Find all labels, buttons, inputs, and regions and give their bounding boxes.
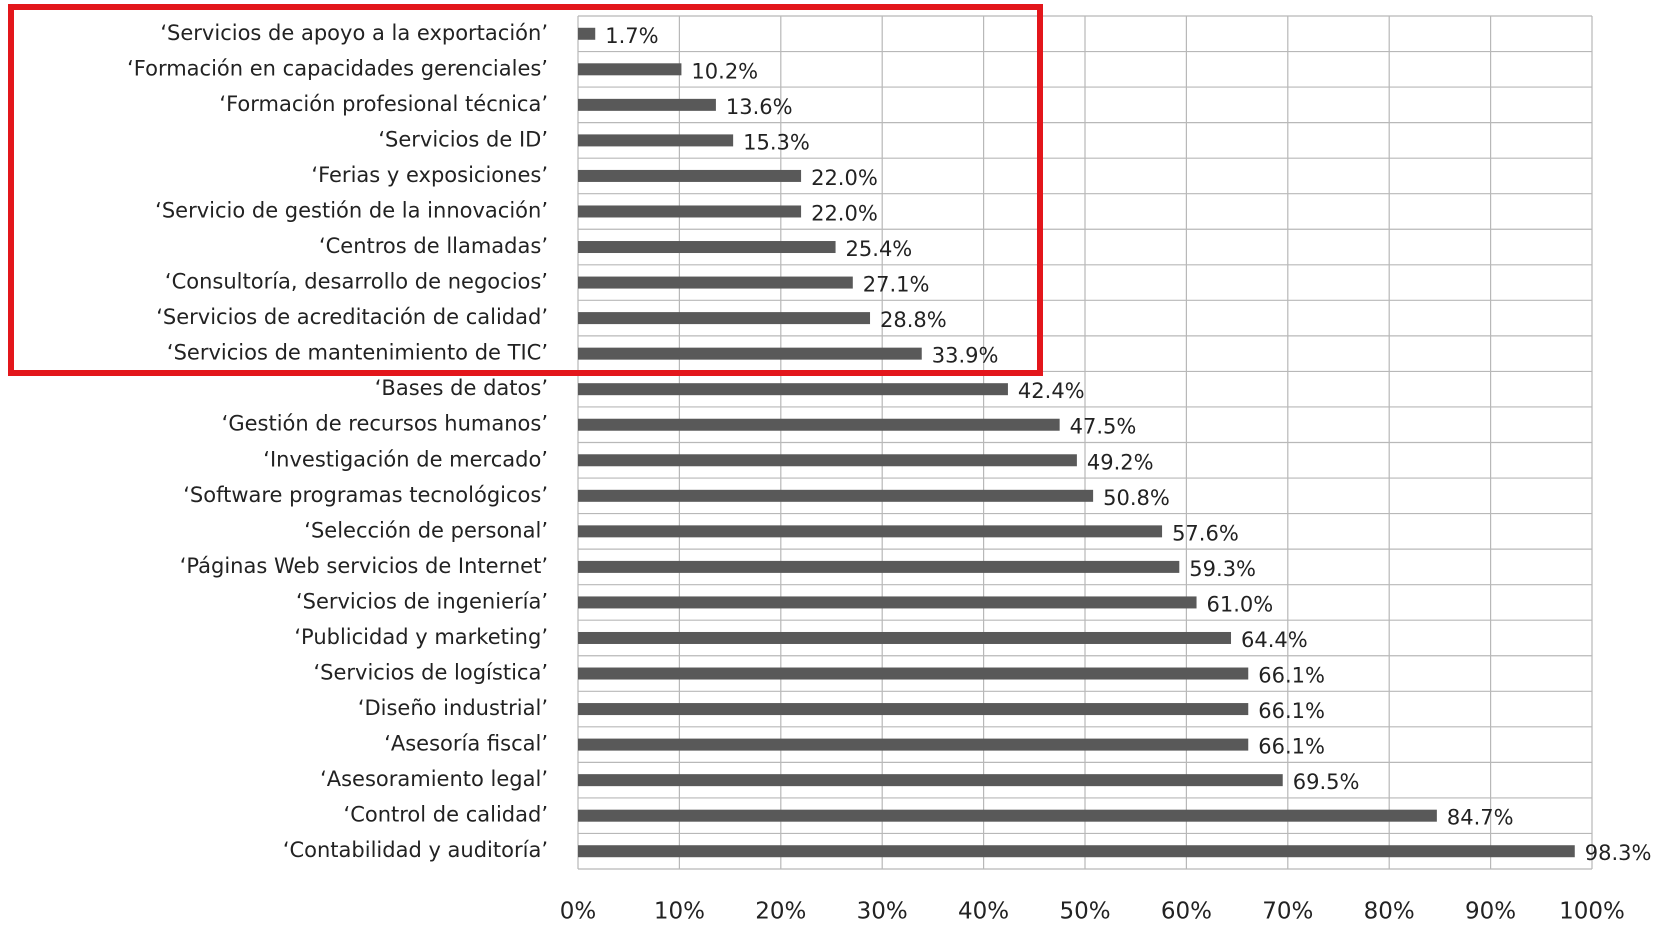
value-label: 15.3% — [743, 130, 810, 154]
value-label: 61.0% — [1207, 592, 1274, 616]
category-label: ‘Contabilidad y auditoría’ — [283, 838, 548, 862]
category-label: ‘Páginas Web servicios de Internet’ — [180, 554, 548, 578]
category-label: ‘Asesoría fiscal’ — [384, 732, 548, 756]
category-label: ‘Gestión de recursos humanos’ — [222, 412, 548, 436]
bar — [578, 276, 853, 289]
category-label: ‘Centros de llamadas’ — [319, 234, 548, 258]
category-label: ‘Servicios de apoyo a la exportación’ — [160, 21, 548, 45]
x-tick-label: 80% — [1364, 899, 1415, 925]
category-label: ‘Diseño industrial’ — [358, 696, 548, 720]
bar — [578, 560, 1180, 573]
bar — [578, 383, 1008, 396]
value-label: 10.2% — [691, 59, 758, 83]
x-tick-label: 30% — [857, 899, 908, 925]
value-label: 49.2% — [1087, 450, 1154, 474]
value-label: 25.4% — [846, 237, 913, 261]
value-label: 28.8% — [880, 308, 947, 332]
bar — [578, 525, 1163, 538]
category-label: ‘Selección de personal’ — [304, 518, 548, 542]
value-label: 42.4% — [1018, 379, 1085, 403]
x-tick-label: 20% — [755, 899, 806, 925]
x-tick-label: 0% — [560, 899, 597, 925]
bar — [578, 98, 716, 111]
bar — [578, 667, 1249, 680]
highlight-box — [8, 4, 1043, 376]
bar — [578, 205, 802, 218]
value-label: 33.9% — [932, 344, 999, 368]
category-label: ‘Investigación de mercado’ — [263, 447, 548, 471]
bar — [578, 63, 682, 76]
x-tick-label: 90% — [1465, 899, 1516, 925]
category-label: ‘Bases de datos’ — [375, 376, 548, 400]
x-tick-label: 10% — [654, 899, 705, 925]
x-tick-label: 100% — [1559, 899, 1625, 925]
category-label: ‘Consultoría, desarrollo de negocios’ — [165, 270, 548, 294]
value-label: 66.1% — [1258, 699, 1325, 723]
bar — [578, 631, 1232, 644]
bar — [578, 596, 1197, 609]
value-label: 50.8% — [1103, 486, 1170, 510]
category-label: ‘Servicios de logística’ — [313, 661, 548, 685]
value-label: 64.4% — [1241, 628, 1308, 652]
bar — [578, 845, 1575, 858]
bar — [578, 454, 1077, 467]
value-label: 98.3% — [1585, 841, 1652, 865]
bar — [578, 809, 1437, 822]
value-label: 84.7% — [1447, 806, 1514, 830]
x-tick-label: 50% — [1059, 899, 1110, 925]
bar — [578, 703, 1249, 716]
category-label: ‘Formación profesional técnica’ — [219, 92, 548, 116]
x-tick-label: 70% — [1262, 899, 1313, 925]
category-label: ‘Publicidad y marketing’ — [294, 625, 548, 649]
bar — [578, 418, 1060, 431]
category-label: ‘Servicios de ID’ — [378, 127, 548, 151]
bar — [578, 169, 802, 182]
value-label: 66.1% — [1258, 735, 1325, 759]
category-label: ‘Servicios de ingeniería’ — [296, 589, 548, 613]
category-label: ‘Formación en capacidades gerenciales’ — [127, 56, 548, 80]
value-label: 57.6% — [1172, 521, 1239, 545]
category-label: ‘Servicios de acreditación de calidad’ — [156, 305, 548, 329]
value-label: 13.6% — [726, 95, 793, 119]
x-tick-label: 40% — [958, 899, 1009, 925]
value-label: 66.1% — [1258, 664, 1325, 688]
value-label: 27.1% — [863, 273, 930, 297]
bar — [578, 312, 871, 325]
bar — [578, 738, 1249, 751]
value-label: 47.5% — [1070, 415, 1137, 439]
x-tick-label: 60% — [1161, 899, 1212, 925]
bar — [578, 347, 922, 360]
category-label: ‘Servicio de gestión de la innovación’ — [155, 198, 548, 222]
bar — [578, 774, 1283, 787]
bar — [578, 241, 836, 254]
value-label: 1.7% — [605, 24, 658, 48]
value-label: 59.3% — [1189, 557, 1256, 581]
category-label: ‘Servicios de mantenimiento de TIC’ — [167, 341, 548, 365]
value-label: 69.5% — [1293, 770, 1360, 794]
value-label: 22.0% — [811, 166, 878, 190]
bar — [578, 134, 734, 147]
category-label: ‘Software programas tecnológicos’ — [183, 483, 548, 507]
category-label: ‘Asesoramiento legal’ — [320, 767, 548, 791]
bar — [578, 489, 1094, 502]
category-label: ‘Control de calidad’ — [344, 803, 548, 827]
category-label: ‘Ferias y exposiciones’ — [311, 163, 548, 187]
value-label: 22.0% — [811, 201, 878, 225]
bar — [578, 27, 596, 40]
